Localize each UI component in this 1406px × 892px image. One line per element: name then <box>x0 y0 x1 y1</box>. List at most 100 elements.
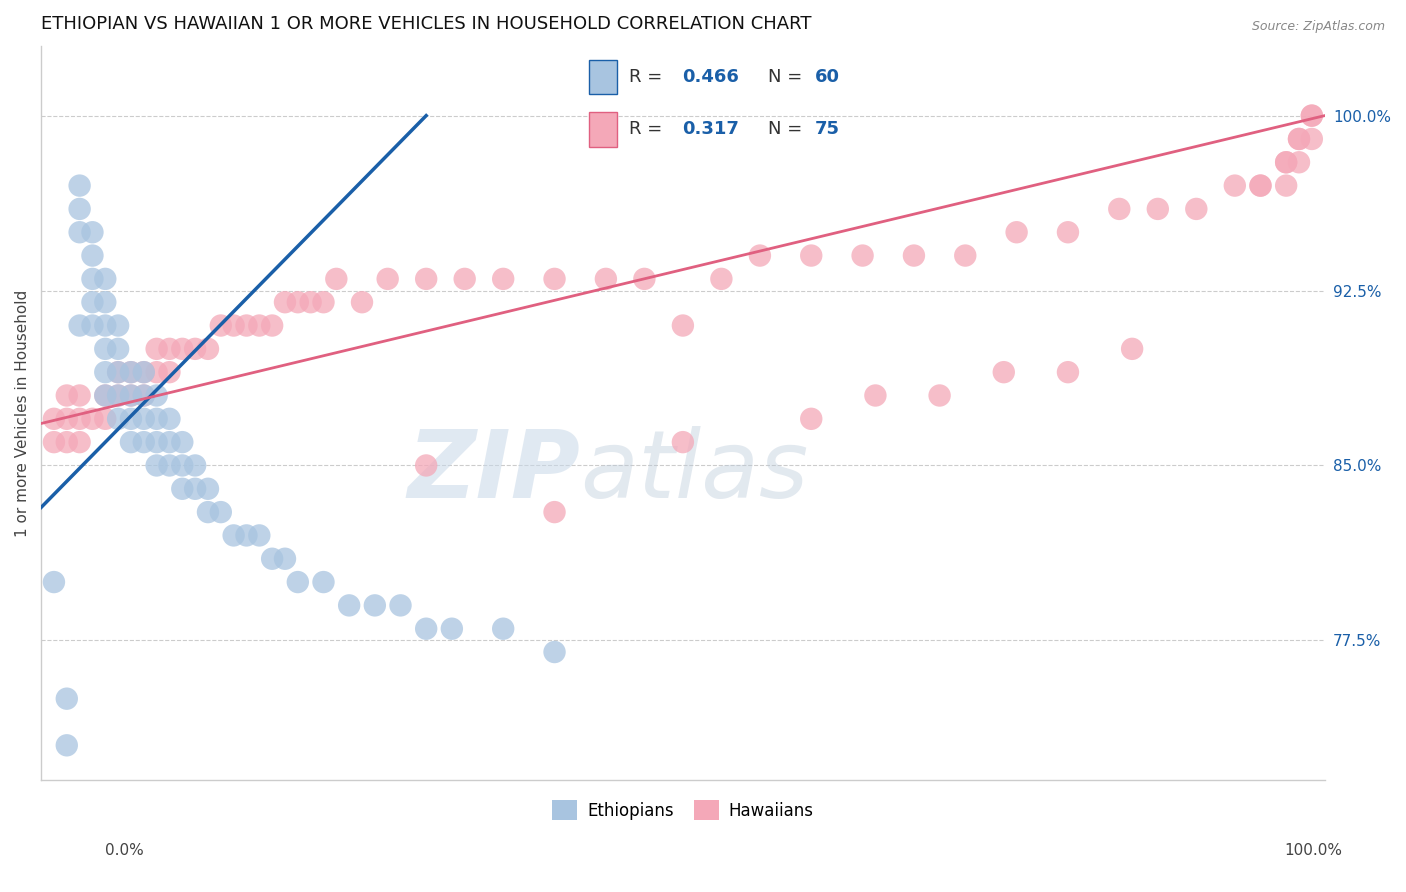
Point <box>55 412 77 426</box>
Text: N =: N = <box>768 68 803 86</box>
Point <box>159 435 181 450</box>
Point <box>1301 109 1323 123</box>
Point <box>287 575 309 590</box>
Point <box>1288 132 1310 146</box>
Point <box>82 272 104 286</box>
Text: R =: R = <box>628 120 662 138</box>
Point <box>69 318 91 333</box>
Point <box>1275 155 1298 169</box>
Point <box>1301 109 1323 123</box>
Point <box>94 272 117 286</box>
Point <box>120 388 142 402</box>
Point <box>1250 178 1272 193</box>
Point <box>299 295 322 310</box>
Point <box>274 295 297 310</box>
Point <box>1005 225 1028 239</box>
Point <box>159 412 181 426</box>
Text: 0.317: 0.317 <box>682 120 738 138</box>
Point <box>55 739 77 753</box>
Point <box>145 412 167 426</box>
Point <box>543 505 565 519</box>
Text: R =: R = <box>628 68 662 86</box>
Text: Source: ZipAtlas.com: Source: ZipAtlas.com <box>1251 20 1385 33</box>
Point <box>197 482 219 496</box>
Point <box>107 412 129 426</box>
Point <box>132 435 155 450</box>
Point <box>120 365 142 379</box>
Point <box>184 342 207 356</box>
Text: ZIP: ZIP <box>408 425 581 517</box>
Point <box>543 645 565 659</box>
Point <box>262 551 284 566</box>
Text: N =: N = <box>768 120 803 138</box>
Point <box>993 365 1015 379</box>
Point <box>543 272 565 286</box>
Text: 100.0%: 100.0% <box>1285 843 1343 858</box>
Point <box>197 342 219 356</box>
Point <box>159 458 181 473</box>
Point <box>1301 132 1323 146</box>
Point <box>415 272 437 286</box>
Point <box>55 435 77 450</box>
Point <box>800 249 823 263</box>
Point <box>55 388 77 402</box>
Point <box>69 388 91 402</box>
Point <box>55 691 77 706</box>
Point <box>350 295 373 310</box>
Point <box>800 412 823 426</box>
Text: 0.0%: 0.0% <box>105 843 145 858</box>
Point <box>274 551 297 566</box>
Point <box>107 388 129 402</box>
Point <box>377 272 399 286</box>
Point <box>69 435 91 450</box>
Point <box>454 272 477 286</box>
Point <box>69 202 91 216</box>
Point <box>1121 342 1143 356</box>
Point <box>1146 202 1168 216</box>
Point <box>1288 132 1310 146</box>
Point <box>415 622 437 636</box>
Point <box>928 388 950 402</box>
Point <box>107 388 129 402</box>
Point <box>132 388 155 402</box>
Point <box>94 388 117 402</box>
Bar <box>589 60 617 95</box>
Point <box>184 482 207 496</box>
Point <box>145 435 167 450</box>
Point <box>42 412 65 426</box>
Point <box>235 528 257 542</box>
Point <box>262 318 284 333</box>
Point <box>172 482 194 496</box>
Point <box>492 622 515 636</box>
Point <box>247 528 270 542</box>
Point <box>42 575 65 590</box>
Point <box>42 435 65 450</box>
Point <box>184 458 207 473</box>
Point <box>107 318 129 333</box>
Point <box>82 295 104 310</box>
Point <box>94 342 117 356</box>
Text: ETHIOPIAN VS HAWAIIAN 1 OR MORE VEHICLES IN HOUSEHOLD CORRELATION CHART: ETHIOPIAN VS HAWAIIAN 1 OR MORE VEHICLES… <box>41 15 811 33</box>
Point <box>107 342 129 356</box>
Point <box>903 249 925 263</box>
Point <box>633 272 655 286</box>
Point <box>172 458 194 473</box>
Point <box>1108 202 1130 216</box>
Point <box>132 412 155 426</box>
Point <box>145 365 167 379</box>
Point <box>94 365 117 379</box>
Point <box>672 435 695 450</box>
Point <box>492 272 515 286</box>
Point <box>132 388 155 402</box>
Point <box>595 272 617 286</box>
Point <box>120 365 142 379</box>
Point <box>82 412 104 426</box>
Point <box>287 295 309 310</box>
Point <box>197 505 219 519</box>
Point <box>82 318 104 333</box>
Point <box>120 412 142 426</box>
Point <box>389 599 412 613</box>
Text: 75: 75 <box>814 120 839 138</box>
Point <box>312 295 335 310</box>
Point <box>325 272 347 286</box>
